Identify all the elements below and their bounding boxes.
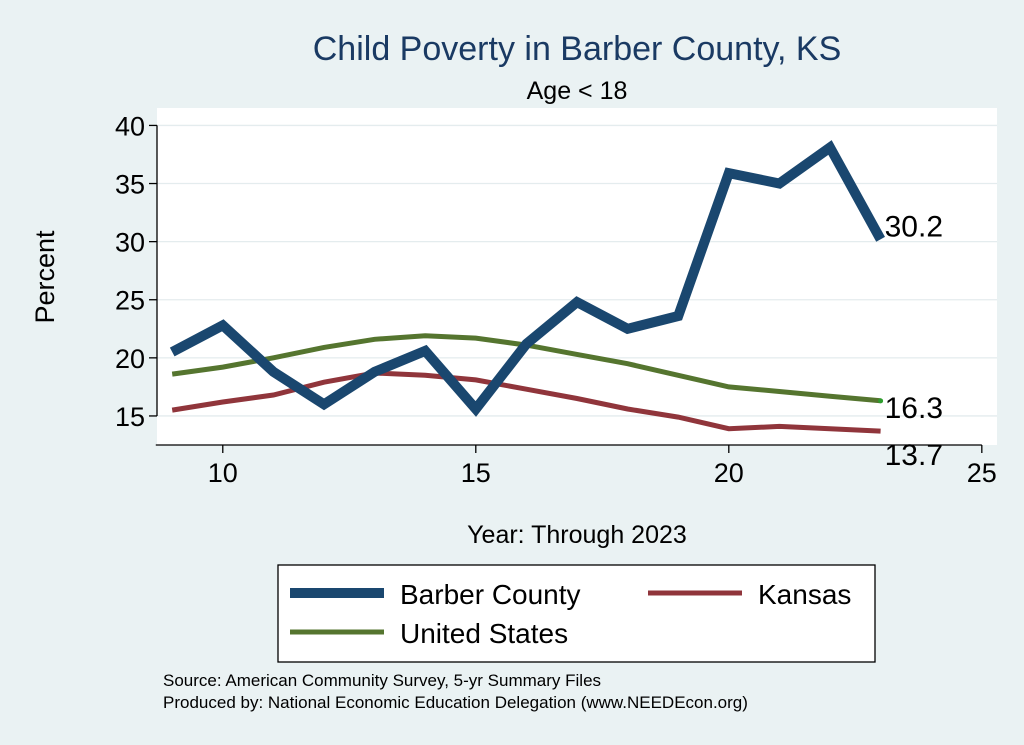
axes: 15 20 25 30 35 40 10 15 20 25 [115, 111, 997, 488]
y-axis-title: Percent [30, 230, 60, 324]
endpoint-marker-united-states [878, 398, 884, 404]
end-label-united-states: 16.3 [885, 392, 943, 425]
producer-note: Produced by: National Economic Education… [163, 693, 748, 712]
legend-label-kansas: Kansas [758, 579, 851, 610]
y-tick-label-30: 30 [115, 228, 145, 258]
y-tick-label-35: 35 [115, 170, 145, 200]
end-labels: 30.2 13.7 16.3 [885, 210, 943, 472]
y-tick-label-20: 20 [115, 344, 145, 374]
y-tick-label-40: 40 [115, 111, 145, 141]
legend-label-barber-county: Barber County [400, 579, 581, 610]
legend-label-united-states: United States [400, 618, 568, 649]
y-tick-label-15: 15 [115, 402, 145, 432]
x-axis-title: Year: Through 2023 [467, 521, 687, 549]
series-line-kansas [171, 370, 881, 434]
series-lines [169, 140, 885, 434]
x-tick-label-15: 15 [461, 458, 491, 488]
x-tick-label-20: 20 [714, 458, 744, 488]
source-note: Source: American Community Survey, 5-yr … [163, 671, 601, 690]
end-label-barber-county: 30.2 [885, 210, 943, 243]
legend-box [277, 564, 876, 663]
legend: Barber County Kansas United States [277, 564, 876, 663]
chart-title: Child Poverty in Barber County, KS [313, 30, 842, 68]
x-tick-label-25: 25 [967, 458, 997, 488]
end-label-kansas: 13.7 [885, 439, 943, 472]
chart-subtitle: Age < 18 [527, 77, 628, 105]
series-line-barber-county [169, 140, 885, 417]
x-tick-label-10: 10 [208, 458, 238, 488]
y-tick-label-25: 25 [115, 286, 145, 316]
